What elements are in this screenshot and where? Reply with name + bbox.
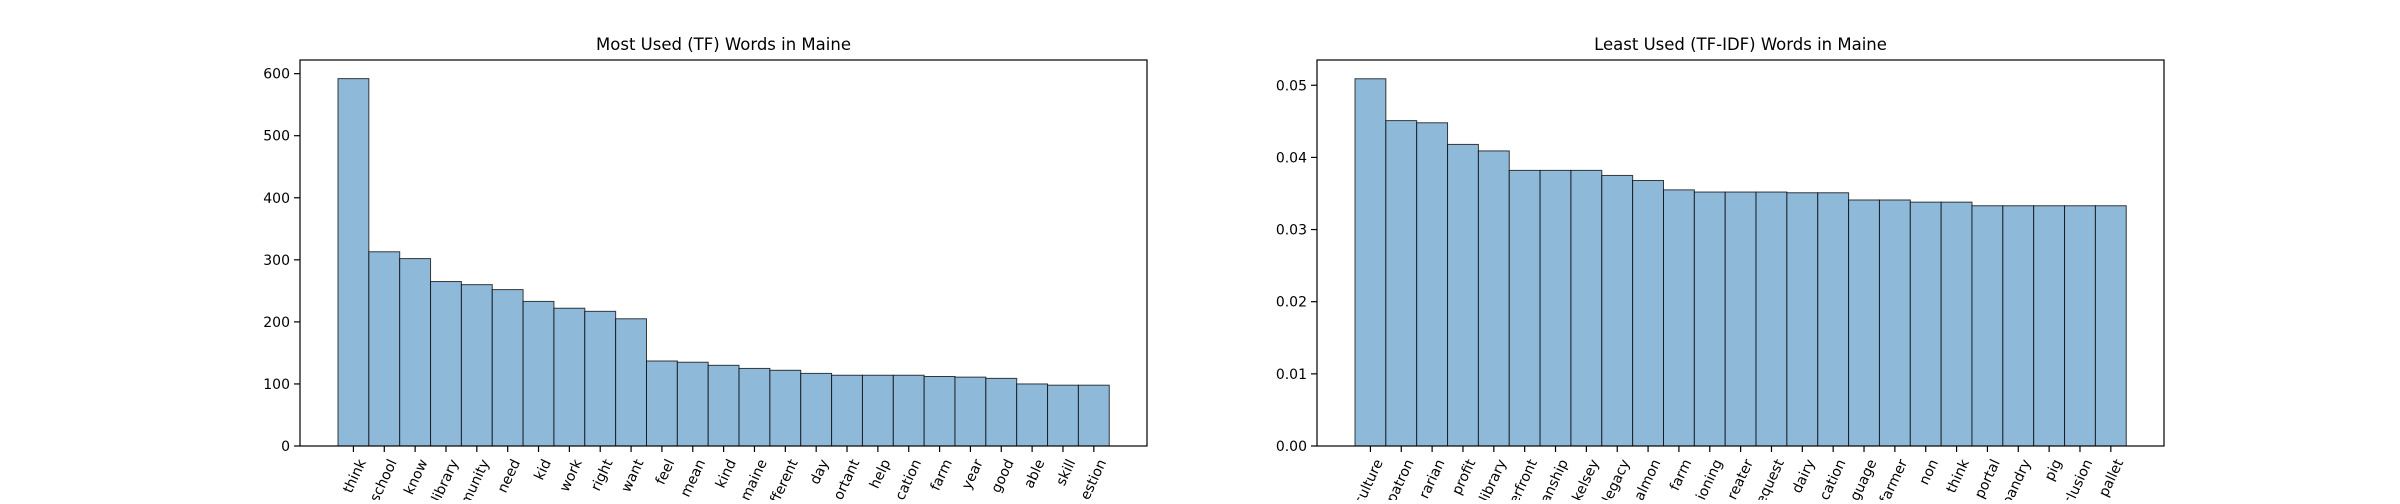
bar-kelsey xyxy=(1570,169,1603,447)
bar-clusion xyxy=(2064,205,2096,447)
y-axis: 0 100 200 300 400 500 600 xyxy=(263,67,300,455)
y-tick-label: 0.05 xyxy=(1276,78,1307,94)
bar-pallet xyxy=(2094,205,2127,447)
y-axis: 0.00 0.01 0.02 0.03 0.04 0.05 xyxy=(1276,78,1317,455)
chart-2: 0.000.010.020.030.040.05culturepatronrar… xyxy=(1276,35,2165,504)
bar-reater xyxy=(1724,191,1757,447)
bar-farm xyxy=(923,376,956,447)
bar-ortant xyxy=(831,374,863,447)
y-tick-label: 600 xyxy=(263,67,290,83)
bar-munity xyxy=(460,284,493,447)
bar-pig xyxy=(2033,205,2066,447)
bar-farm xyxy=(1663,189,1695,447)
bar-fferent xyxy=(769,369,802,447)
bars xyxy=(337,78,1110,447)
bar-anship xyxy=(1539,169,1572,447)
bar-library xyxy=(430,281,462,447)
chart-title: Least Used (TF-IDF) Words in Maine xyxy=(1594,35,1887,54)
bar-day xyxy=(800,372,833,447)
bar-good xyxy=(985,377,1018,447)
bar-cation xyxy=(1817,192,1850,447)
bar-mean xyxy=(676,361,709,447)
bar-maine xyxy=(738,367,771,447)
bar-dairy xyxy=(1786,192,1819,447)
y-tick-label: 0.00 xyxy=(1276,439,1307,455)
bar-patron xyxy=(1385,120,1418,447)
bar-equest xyxy=(1755,191,1788,447)
bar-right xyxy=(584,310,617,447)
bar-kid xyxy=(522,300,555,447)
bar-help xyxy=(861,374,894,447)
y-tick-label: 400 xyxy=(263,191,290,207)
bar-farmer xyxy=(1878,199,1911,447)
y-tick-label: 500 xyxy=(263,129,290,145)
bar-almon xyxy=(1632,179,1665,447)
bar-guage xyxy=(1848,199,1880,447)
bar-library xyxy=(1477,150,1510,447)
y-tick-label: 100 xyxy=(263,377,290,393)
bar-legacy xyxy=(1601,174,1634,447)
chart-title: Most Used (TF) Words in Maine xyxy=(596,35,851,54)
bar-know xyxy=(399,258,432,447)
bar-want xyxy=(615,318,648,447)
bar-erfront xyxy=(1508,169,1541,447)
bar-ioning xyxy=(1693,191,1726,447)
bar-need xyxy=(491,289,524,447)
y-tick-label: 0.04 xyxy=(1276,150,1307,166)
bar-think xyxy=(1940,201,1973,447)
bar-think xyxy=(337,78,370,447)
y-tick-label: 0.01 xyxy=(1276,367,1307,383)
bar-profit xyxy=(1447,143,1479,447)
y-tick-label: 300 xyxy=(263,253,290,269)
bar-rarian xyxy=(1416,122,1449,447)
bar-kind xyxy=(707,364,740,447)
y-tick-label: 0.02 xyxy=(1276,295,1307,311)
bar-cation xyxy=(892,374,925,447)
bar-year xyxy=(954,376,987,447)
bar-skill xyxy=(1047,384,1079,447)
bar-non xyxy=(1909,201,1942,447)
bar-culture xyxy=(1354,78,1387,447)
bar-able xyxy=(1016,383,1049,447)
bars xyxy=(1354,78,2127,447)
y-tick-label: 0 xyxy=(281,439,290,455)
y-tick-label: 200 xyxy=(263,315,290,331)
bar-estion xyxy=(1077,384,1110,447)
bar-bandry xyxy=(2002,205,2035,447)
bar-work xyxy=(553,307,586,447)
y-tick-label: 0.03 xyxy=(1276,223,1307,239)
bar-school xyxy=(368,251,401,447)
bar-portal xyxy=(1971,205,2004,447)
bar-feel xyxy=(646,360,678,447)
